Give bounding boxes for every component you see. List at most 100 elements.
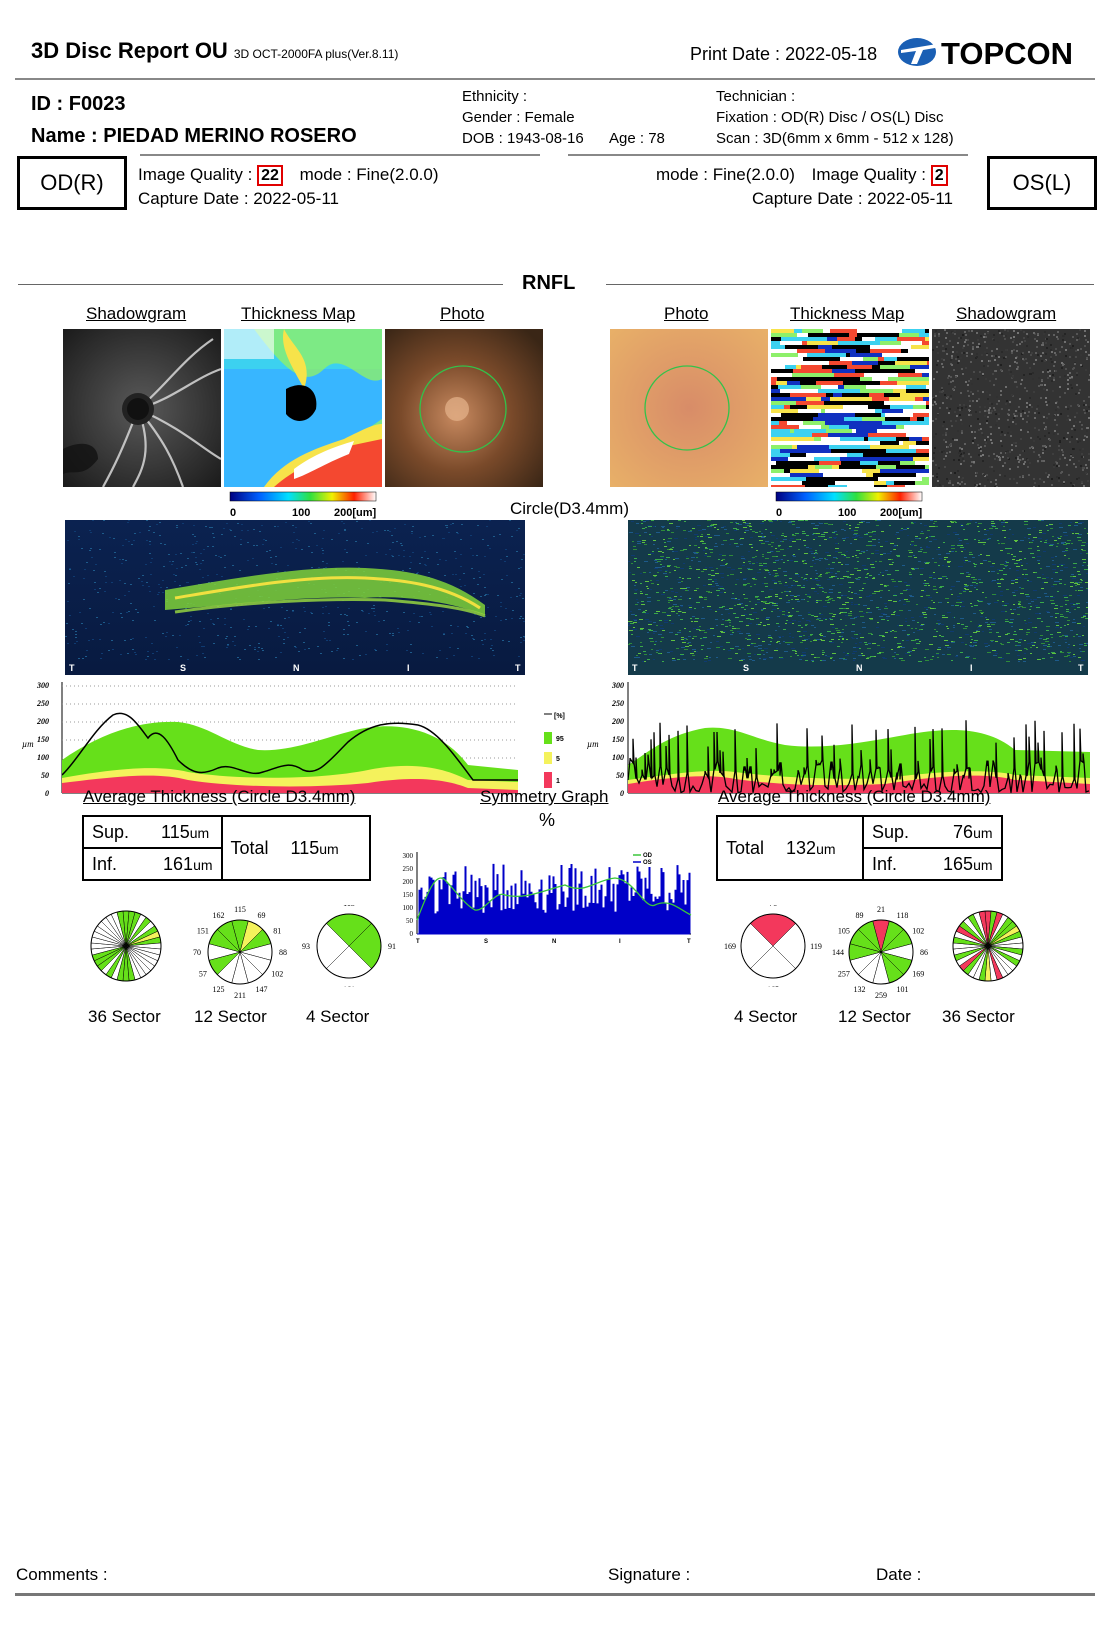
os-shadow-noise xyxy=(1020,429,1022,431)
os4-value: 119 xyxy=(810,942,822,951)
os-shadow-noise xyxy=(1075,393,1077,395)
os-map-stripe xyxy=(818,389,843,393)
os-bscan-noise xyxy=(633,546,636,547)
os-sup-value: 76 xyxy=(953,821,974,842)
os-thickness-map-title: Thickness Map xyxy=(790,304,905,323)
os-bscan-noise xyxy=(816,573,818,574)
od-bscan-noise xyxy=(150,574,152,575)
os-shadow-noise xyxy=(997,341,999,343)
os-bscan-noise xyxy=(789,642,793,643)
os-bscan-noise xyxy=(740,538,744,539)
os-bscan-noise xyxy=(660,564,662,565)
os-bscan-noise xyxy=(866,533,868,534)
os-shadow-noise xyxy=(1082,448,1084,450)
os-bscan-noise xyxy=(746,625,749,626)
os-bscan-noise xyxy=(926,546,928,547)
os-shadow-noise xyxy=(1085,351,1087,353)
os-circle-bscan: T S N I T xyxy=(628,520,1088,675)
os-map-stripe xyxy=(786,417,813,421)
os-bscan-noise xyxy=(666,579,668,580)
os-bscan-noise xyxy=(804,553,808,554)
os-bscan-noise xyxy=(932,656,934,657)
os-map-stripe xyxy=(841,461,860,465)
os-bscan-noise xyxy=(1041,621,1043,622)
os-shadow-noise xyxy=(952,484,954,486)
os-bscan-noise xyxy=(750,529,752,530)
os-shadow-noise xyxy=(966,352,968,354)
os-bscan-noise xyxy=(1057,632,1061,633)
os-bscan-noise xyxy=(973,563,975,564)
os-bscan-noise xyxy=(815,570,817,571)
os-bscan-noise xyxy=(863,583,866,584)
os-shadow-noise xyxy=(1065,368,1067,370)
os-bscan-noise xyxy=(691,621,693,622)
od-bscan-noise xyxy=(457,626,459,627)
od-bscan-noise xyxy=(373,611,375,612)
os-shadow-noise xyxy=(1022,450,1024,452)
os-bscan-noise xyxy=(871,567,875,568)
os-bscan-noise xyxy=(1056,625,1059,626)
os-map-stripe xyxy=(829,425,849,429)
od-bscan-noise xyxy=(396,541,398,542)
od-bscan-noise xyxy=(403,556,405,557)
os-bscan-noise xyxy=(653,575,657,576)
os-map-stripe xyxy=(887,485,905,487)
os-bscan-noise xyxy=(719,554,722,555)
od-bscan-noise xyxy=(337,648,339,649)
os-bscan-noise xyxy=(770,522,773,523)
os-shadow-noise xyxy=(1005,403,1007,405)
os-bscan-noise xyxy=(920,625,923,626)
os-bscan-noise xyxy=(788,522,792,523)
os-bscan-noise xyxy=(778,626,780,627)
os-bscan-noise xyxy=(1070,603,1074,604)
os-bscan-noise xyxy=(998,636,1001,637)
os-bscan-noise xyxy=(807,594,810,595)
os-bscan-noise xyxy=(862,588,864,589)
os-shadow-noise xyxy=(1057,433,1059,435)
od-bscan-noise xyxy=(275,556,277,557)
os-shadow-noise xyxy=(1026,406,1028,408)
os-bscan-noise xyxy=(953,627,955,628)
os-bscan-noise xyxy=(1024,521,1028,522)
od-bscan-noise xyxy=(459,579,461,580)
od-thickness-map-image xyxy=(224,329,382,487)
od-bscan-noise xyxy=(343,658,345,659)
os-bscan-noise xyxy=(994,651,997,652)
os-map-stripe xyxy=(897,381,929,385)
os-shadow-noise xyxy=(1037,436,1039,438)
os-shadow-noise xyxy=(1023,337,1025,339)
os-bscan-noise xyxy=(635,604,638,605)
os-bscan-noise xyxy=(771,638,773,639)
os-bscan-noise xyxy=(774,605,778,606)
os-map-stripe xyxy=(889,397,915,401)
os-bscan-noise xyxy=(1014,563,1018,564)
od-scale-100: 100 xyxy=(292,507,310,519)
os-shadow-noise xyxy=(951,355,953,357)
od-bscan-noise xyxy=(253,545,255,546)
os-bscan-noise xyxy=(928,585,930,586)
os-bscan-noise xyxy=(678,520,681,521)
od-bscan-noise xyxy=(452,523,454,524)
os-shadow-noise xyxy=(970,425,972,427)
os-bscan-noise xyxy=(800,642,803,643)
od-bscan-noise xyxy=(320,653,322,654)
os-bscan-noise xyxy=(891,649,893,650)
os-shadow-noise xyxy=(1075,350,1077,352)
os-bscan-noise xyxy=(1066,548,1068,549)
od-bscan-noise xyxy=(190,616,192,617)
os-bscan-noise xyxy=(736,546,739,547)
os-map-stripe xyxy=(876,465,896,469)
od-bscan-noise xyxy=(410,644,412,645)
os-shadow-noise xyxy=(936,364,938,366)
os-bscan-noise xyxy=(819,545,821,546)
os-map-stripe xyxy=(884,425,896,429)
os-map-stripe xyxy=(771,433,812,437)
os-bscan-noise xyxy=(846,551,848,552)
os-map-stripe xyxy=(855,369,890,373)
os-shadow-noise xyxy=(1040,397,1042,399)
os-bscan-noise xyxy=(1043,645,1047,646)
os-shadow-noise xyxy=(1067,374,1069,376)
os-bscan-noise xyxy=(721,632,725,633)
os-bscan-noise xyxy=(963,549,966,550)
od-bscan-noise xyxy=(464,585,466,586)
